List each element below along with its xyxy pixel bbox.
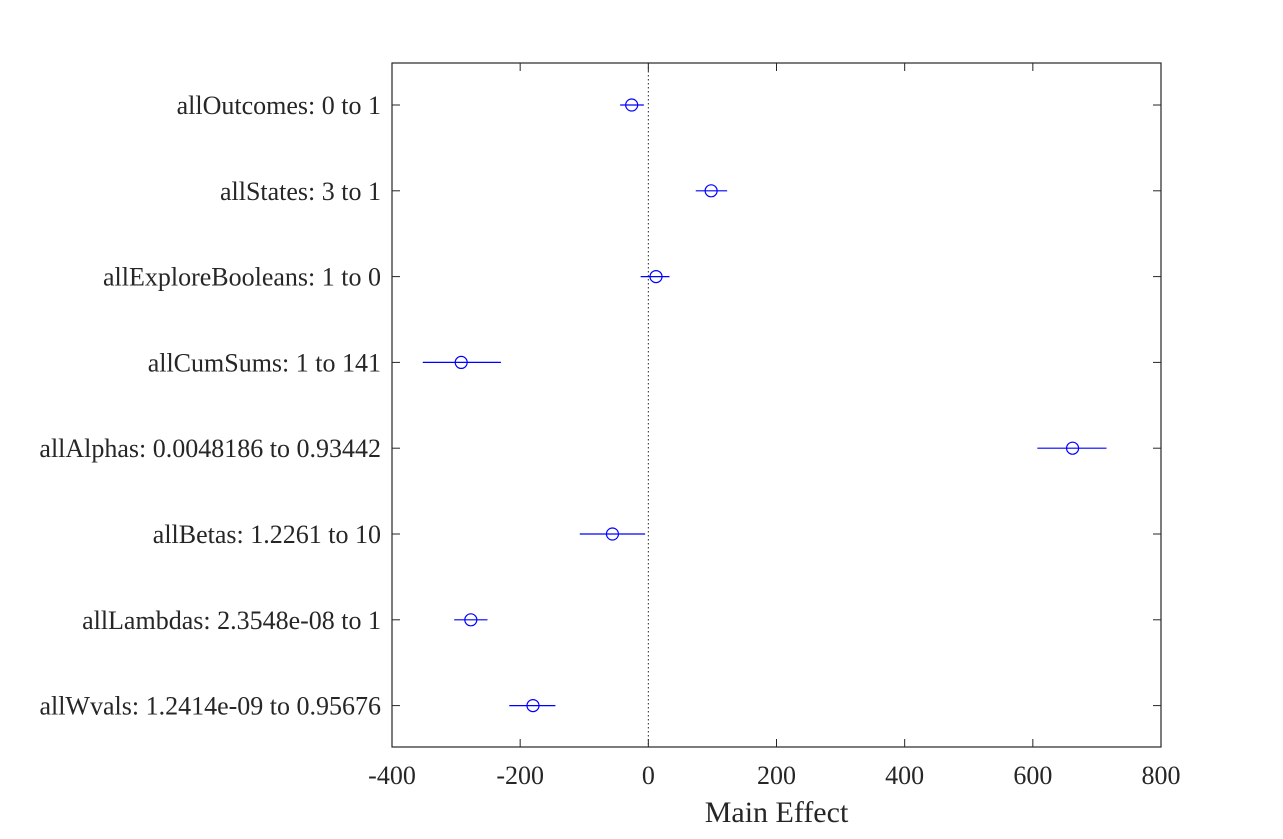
y-category-label: allExploreBooleans: 1 to 0: [103, 263, 381, 292]
data-marks-layer: [422, 98, 1107, 713]
effect-marker: [704, 184, 718, 198]
y-category-label: allBetas: 1.2261 to 10: [153, 520, 381, 549]
x-tick-label: -400: [368, 761, 416, 790]
effect-marker: [526, 698, 540, 713]
effect-marker: [464, 613, 478, 627]
y-category-label: allWvals: 1.2414e-09 to 0.95676: [39, 692, 381, 721]
y-category-label: allStates: 3 to 1: [220, 177, 381, 206]
labels-layer: Main Effect -400 -200 0 200 400 600 800 allOutc…: [39, 91, 1180, 829]
x-tick-label: 600: [1013, 761, 1052, 790]
x-tick-label: 200: [757, 761, 796, 790]
x-tick-label: 400: [885, 761, 924, 790]
x-tick-label: 0: [642, 761, 655, 790]
x-tick-label: 800: [1142, 761, 1181, 790]
effect-marker: [454, 355, 468, 369]
effect-marker: [1065, 441, 1080, 455]
y-category-label: allLambdas: 2.3548e-08 to 1: [82, 606, 381, 635]
y-category-label: allAlphas: 0.0048186 to 0.93442: [39, 434, 381, 463]
x-tick-label: -200: [496, 761, 544, 790]
plot-area: [391, 62, 1162, 748]
y-category-label: allCumSums: 1 to 141: [148, 348, 381, 377]
effect-marker: [605, 527, 620, 541]
effect-marker: [649, 270, 663, 284]
y-category-label: allOutcomes: 0 to 1: [177, 91, 381, 120]
effect-marker: [625, 98, 639, 112]
plot-box: [391, 62, 1162, 748]
ticks-layer: [391, 63, 1162, 747]
x-axis-label: Main Effect: [705, 796, 849, 829]
